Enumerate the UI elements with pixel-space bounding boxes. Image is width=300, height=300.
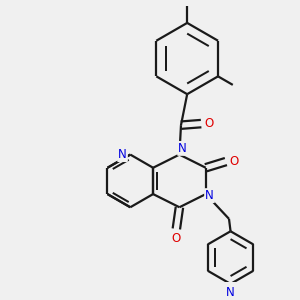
- Text: O: O: [229, 155, 238, 168]
- Text: N: N: [178, 142, 187, 155]
- Text: O: O: [204, 117, 214, 130]
- Text: N: N: [118, 148, 127, 161]
- Text: O: O: [172, 232, 181, 245]
- Text: N: N: [226, 286, 235, 299]
- Text: N: N: [205, 189, 214, 202]
